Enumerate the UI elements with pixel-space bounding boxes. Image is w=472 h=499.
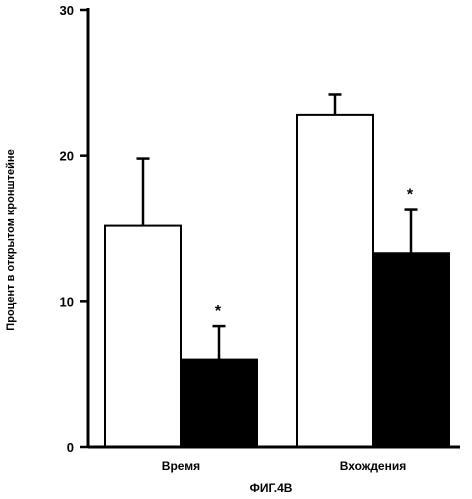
x-category-label: Вхождения [340, 459, 406, 473]
y-axis-title: Процент в открытом кронштейне [5, 149, 17, 330]
significance-asterisk: * [215, 303, 222, 320]
bar-filled-1 [372, 252, 450, 448]
significance-asterisk: * [407, 187, 414, 204]
bar-filled-0 [180, 358, 258, 449]
bars-group [104, 113, 450, 449]
y-tick-label: 10 [60, 294, 74, 309]
y-tick-label: 20 [60, 149, 74, 164]
x-category-label: Время [162, 459, 200, 473]
bar-open-1 [296, 113, 374, 448]
figure-caption: ФИГ.4В [250, 481, 293, 495]
error-bars-group [136, 93, 418, 360]
significance-marks-group: ** [215, 187, 414, 321]
x-labels-group: Время Вхождения [162, 459, 406, 473]
y-tick-label: 0 [67, 440, 74, 455]
y-ticks-group: 0 10 20 30 [60, 3, 88, 455]
y-tick-label: 30 [60, 3, 74, 18]
bar-open-0 [104, 224, 182, 448]
